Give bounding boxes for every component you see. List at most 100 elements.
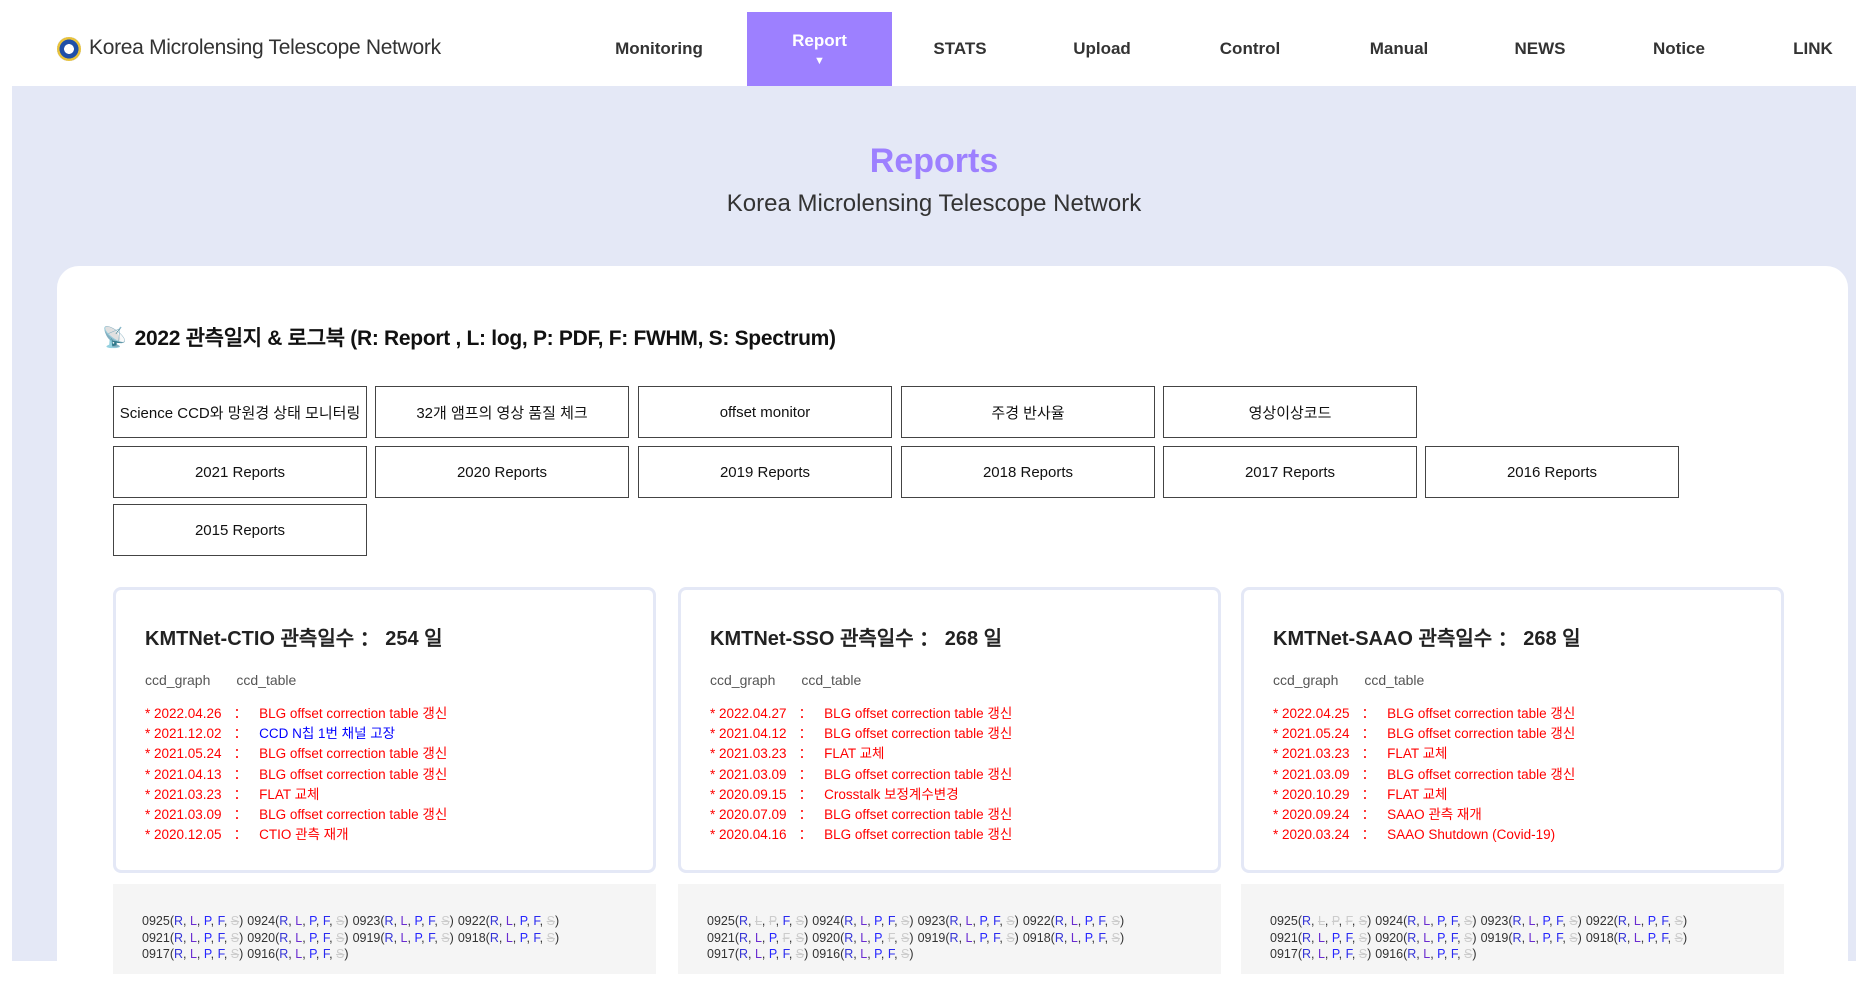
logbook-l-link[interactable]: L xyxy=(1423,947,1431,961)
logbook-f-link[interactable]: F xyxy=(1098,930,1105,945)
logbook-f-link[interactable]: F xyxy=(1661,914,1668,928)
logbook-r-link[interactable]: R xyxy=(279,947,289,961)
logbook-f-link[interactable]: F xyxy=(782,914,789,928)
logbook-r-link[interactable]: R xyxy=(1407,947,1417,961)
logbook-p-link[interactable]: P xyxy=(874,914,881,928)
logbook-r-link[interactable]: R xyxy=(1512,914,1522,928)
logbook-f-link[interactable]: F xyxy=(1450,914,1458,928)
logbook-p-link[interactable]: P xyxy=(768,930,776,945)
logbook-p-link[interactable]: P xyxy=(1647,914,1655,928)
logbook-f-link[interactable]: F xyxy=(217,947,224,961)
logbook-l-link[interactable]: L xyxy=(754,930,762,945)
logbook-l-link[interactable]: L xyxy=(400,914,408,928)
logbook-f-link[interactable]: F xyxy=(533,930,540,945)
logbook-p-link[interactable]: P xyxy=(414,914,422,928)
logbook-f-link[interactable]: F xyxy=(322,930,330,945)
nav-monitoring[interactable]: Monitoring xyxy=(615,12,703,86)
logbook-l-link[interactable]: L xyxy=(295,914,303,928)
logbook-r-link[interactable]: R xyxy=(279,930,289,945)
logbook-f-link[interactable]: F xyxy=(1345,947,1352,961)
nav-link[interactable]: LINK xyxy=(1793,12,1833,86)
report-link-button[interactable]: 2021 Reports xyxy=(113,446,367,498)
logbook-f-link[interactable]: F xyxy=(533,914,540,928)
logbook-f-link[interactable]: F xyxy=(1450,930,1458,945)
ccd-graph-link[interactable]: ccd_graph xyxy=(145,672,211,688)
logbook-f-link[interactable]: F xyxy=(1450,947,1458,961)
logbook-p-link[interactable]: P xyxy=(1331,947,1339,961)
logbook-f-link[interactable]: F xyxy=(887,947,895,961)
logbook-r-link[interactable]: R xyxy=(384,914,394,928)
logbook-r-link[interactable]: R xyxy=(173,930,184,945)
logbook-l-link[interactable]: L xyxy=(1528,930,1536,945)
logbook-l-link[interactable]: L xyxy=(1423,914,1431,928)
nav-manual[interactable]: Manual xyxy=(1370,12,1429,86)
logbook-l-link[interactable]: L xyxy=(1070,930,1078,945)
logbook-l-link[interactable]: L xyxy=(505,914,513,928)
logbook-p-link[interactable]: P xyxy=(203,930,211,945)
ccd-graph-link[interactable]: ccd_graph xyxy=(710,672,776,688)
logbook-r-link[interactable]: R xyxy=(738,947,749,961)
logbook-r-link[interactable]: R xyxy=(489,930,499,945)
logbook-r-link[interactable]: R xyxy=(1301,914,1312,928)
ccd-graph-link[interactable]: ccd_graph xyxy=(1273,672,1339,688)
logbook-r-link[interactable]: R xyxy=(1512,930,1522,945)
logbook-f-link[interactable]: F xyxy=(993,914,1000,928)
logbook-p-link[interactable]: P xyxy=(874,947,881,961)
logbook-l-link[interactable]: L xyxy=(295,947,303,961)
logbook-f-link[interactable]: F xyxy=(782,947,789,961)
logbook-l-link[interactable]: L xyxy=(1317,947,1325,961)
logbook-l-link[interactable]: L xyxy=(400,930,408,945)
logbook-r-link[interactable]: R xyxy=(738,930,749,945)
logbook-p-link[interactable]: P xyxy=(309,947,316,961)
logbook-r-link[interactable]: R xyxy=(173,914,184,928)
report-link-button[interactable]: 32개 앰프의 영상 품질 체크 xyxy=(375,386,629,438)
logbook-p-link[interactable]: P xyxy=(768,947,776,961)
logbook-l-link[interactable]: L xyxy=(505,930,513,945)
logbook-l-link[interactable]: L xyxy=(1633,914,1641,928)
logbook-r-link[interactable]: R xyxy=(1301,947,1312,961)
logbook-r-link[interactable]: R xyxy=(1054,914,1064,928)
logbook-f-link[interactable]: F xyxy=(1661,930,1668,945)
logbook-r-link[interactable]: R xyxy=(844,947,854,961)
logbook-p-link[interactable]: P xyxy=(519,930,527,945)
logbook-p-link[interactable]: P xyxy=(1647,930,1655,945)
logbook-r-link[interactable]: R xyxy=(949,914,959,928)
logbook-p-link[interactable]: P xyxy=(979,914,987,928)
ccd-table-link[interactable]: ccd_table xyxy=(236,672,297,688)
logbook-p-link[interactable]: P xyxy=(519,914,527,928)
logbook-r-link[interactable]: R xyxy=(1617,914,1627,928)
logbook-p-link[interactable]: P xyxy=(1084,930,1092,945)
nav-control[interactable]: Control xyxy=(1220,12,1280,86)
logbook-p-link[interactable]: P xyxy=(1331,930,1339,945)
logbook-f-link[interactable]: F xyxy=(322,914,330,928)
logbook-r-link[interactable]: R xyxy=(489,914,499,928)
logbook-l-link[interactable]: L xyxy=(295,930,303,945)
logbook-r-link[interactable]: R xyxy=(844,914,854,928)
logbook-r-link[interactable]: R xyxy=(1407,914,1417,928)
logbook-p-link[interactable]: P xyxy=(203,947,211,961)
logbook-r-link[interactable]: R xyxy=(279,914,289,928)
logbook-p-link[interactable]: P xyxy=(414,930,422,945)
logbook-p-link[interactable]: P xyxy=(1437,914,1444,928)
logbook-p-link[interactable]: P xyxy=(1084,914,1092,928)
logbook-r-link[interactable]: R xyxy=(1407,930,1417,945)
logbook-l-link[interactable]: L xyxy=(860,947,868,961)
logbook-f-link[interactable]: F xyxy=(322,947,330,961)
logbook-l-link[interactable]: L xyxy=(189,947,197,961)
logbook-r-link[interactable]: R xyxy=(1301,930,1312,945)
ccd-table-link[interactable]: ccd_table xyxy=(801,672,862,688)
logbook-f-link[interactable]: F xyxy=(1098,914,1105,928)
logbook-l-link[interactable]: L xyxy=(1317,930,1325,945)
logbook-l-link[interactable]: L xyxy=(189,930,197,945)
report-link-button[interactable]: 2016 Reports xyxy=(1425,446,1679,498)
logbook-f-link[interactable]: F xyxy=(428,914,435,928)
report-link-button[interactable]: 2020 Reports xyxy=(375,446,629,498)
logbook-l-link[interactable]: L xyxy=(1423,930,1431,945)
logbook-p-link[interactable]: P xyxy=(979,930,987,945)
logbook-l-link[interactable]: L xyxy=(754,947,762,961)
logbook-f-link[interactable]: F xyxy=(1556,914,1563,928)
report-link-button[interactable]: 2017 Reports xyxy=(1163,446,1417,498)
report-link-button[interactable]: Science CCD와 망원경 상태 모니터링 xyxy=(113,386,367,438)
site-brand[interactable]: Korea Microlensing Telescope Network xyxy=(89,36,441,59)
logbook-p-link[interactable]: P xyxy=(1542,930,1550,945)
